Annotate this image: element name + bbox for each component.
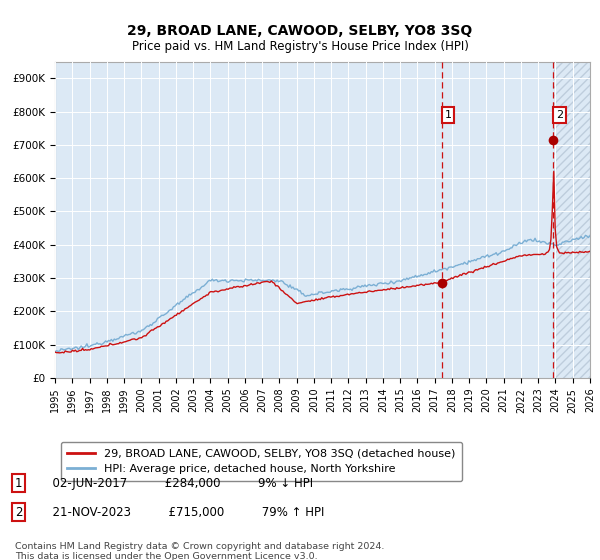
Text: 02-JUN-2017          £284,000          9% ↓ HPI: 02-JUN-2017 £284,000 9% ↓ HPI <box>45 477 313 490</box>
Bar <box>553 62 590 378</box>
Bar <box>553 62 590 378</box>
Text: 29, BROAD LANE, CAWOOD, SELBY, YO8 3SQ: 29, BROAD LANE, CAWOOD, SELBY, YO8 3SQ <box>127 24 473 38</box>
Text: 2: 2 <box>15 506 23 519</box>
Text: 2: 2 <box>556 110 563 120</box>
Legend: 29, BROAD LANE, CAWOOD, SELBY, YO8 3SQ (detached house), HPI: Average price, det: 29, BROAD LANE, CAWOOD, SELBY, YO8 3SQ (… <box>61 442 462 481</box>
Text: 21-NOV-2023          £715,000          79% ↑ HPI: 21-NOV-2023 £715,000 79% ↑ HPI <box>45 506 325 519</box>
Text: Contains HM Land Registry data © Crown copyright and database right 2024.
This d: Contains HM Land Registry data © Crown c… <box>15 542 385 560</box>
Text: 1: 1 <box>15 477 23 490</box>
Text: 1: 1 <box>445 110 451 120</box>
Text: Price paid vs. HM Land Registry's House Price Index (HPI): Price paid vs. HM Land Registry's House … <box>131 40 469 53</box>
